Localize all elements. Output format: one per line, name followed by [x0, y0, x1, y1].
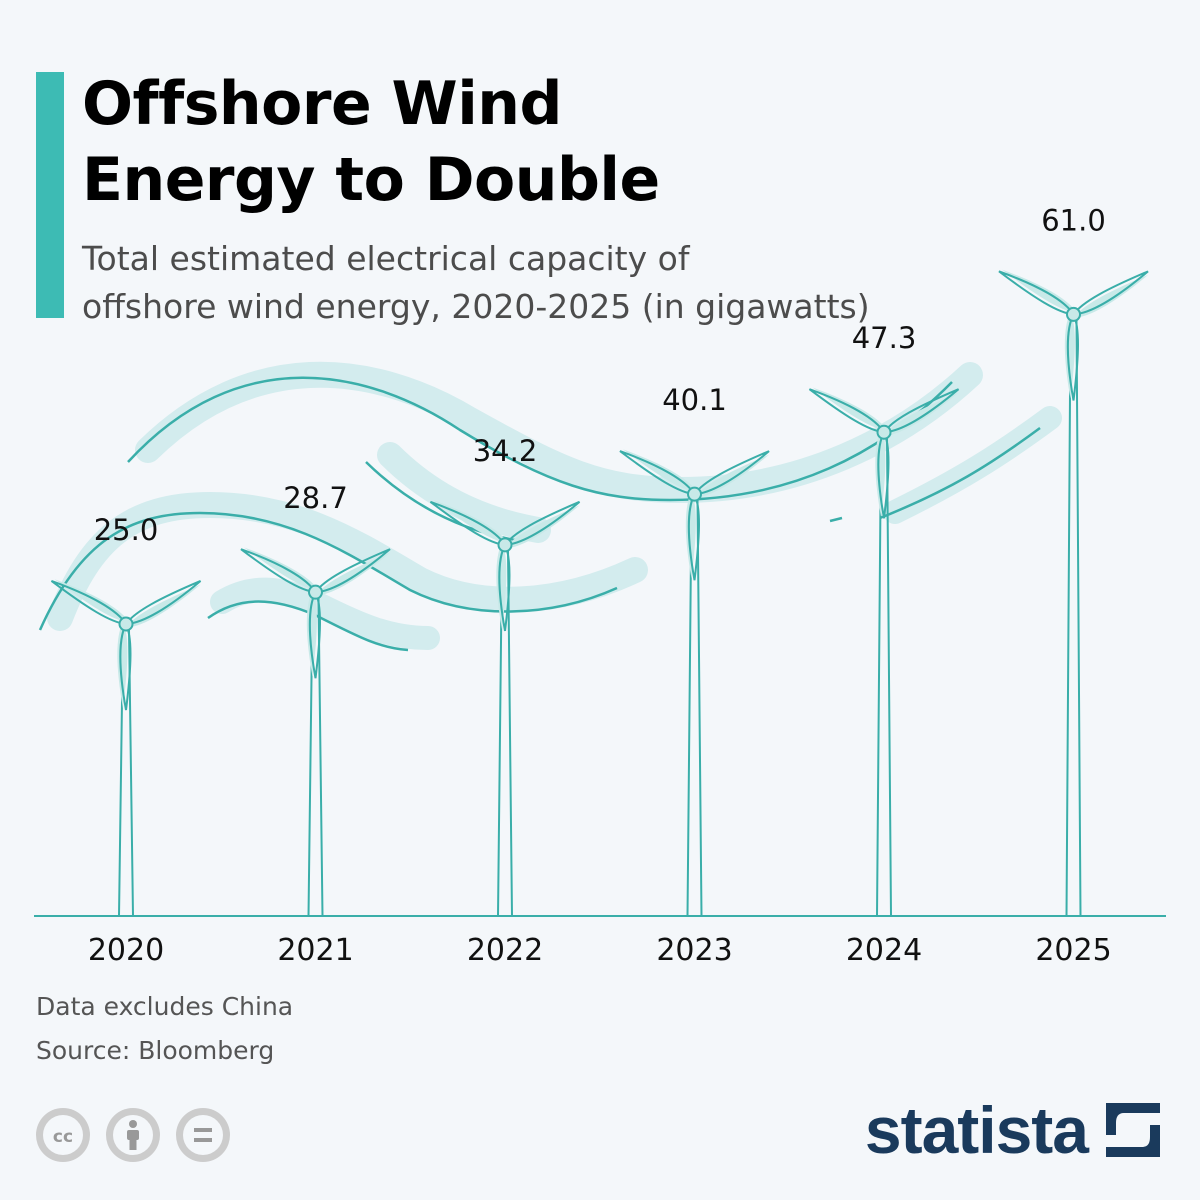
turbines [50, 269, 1149, 917]
value-labels: 25.0 28.7 34.2 40.1 47.3 61.0 [94, 203, 1106, 547]
turbine-hub [876, 424, 892, 440]
turbine-blade [50, 579, 130, 626]
value-label: 61.0 [1041, 203, 1106, 237]
turbine-blade-shadow [1064, 312, 1075, 399]
turbine-blade [306, 589, 321, 679]
turbine-chart: 25.0 28.7 34.2 40.1 47.3 61.0 2020 2021 … [34, 203, 1166, 968]
turbine-blade-outline [313, 548, 391, 594]
title-line-1: Offshore Wind [82, 69, 562, 139]
attribution-icon[interactable] [106, 1108, 160, 1162]
value-label: 28.7 [283, 481, 348, 515]
turbine-blade [313, 548, 391, 596]
value-label: 34.2 [473, 434, 538, 468]
turbine-blade [1071, 270, 1149, 319]
brand-name: statista [864, 1093, 1089, 1167]
turbine-blade-shadow [685, 492, 696, 579]
value-label: 47.3 [852, 321, 917, 355]
wind-swirl-1-halo [135, 361, 983, 504]
x-tick-label: 2022 [467, 933, 543, 968]
turbine-blade [503, 500, 581, 549]
turbine-blade [692, 450, 770, 498]
value-label: 40.1 [662, 383, 727, 417]
turbine-blade [1064, 312, 1079, 401]
turbine-blade-outline [240, 548, 318, 594]
wind-turbine [50, 579, 202, 917]
turbine-hub [1066, 306, 1081, 322]
turbine-blade [875, 429, 890, 519]
turbine-blade-outline [998, 270, 1076, 316]
turbine-blade-shadow [875, 430, 886, 517]
turbine-blade-outline [877, 429, 890, 519]
turbine-blade-shadow [125, 584, 201, 628]
turbine-blade [882, 388, 960, 436]
wind-swirl-2-halo [377, 442, 551, 543]
svg-text:cc: cc [53, 1127, 73, 1147]
turbine-blade [808, 387, 888, 434]
statista-logo[interactable]: statista [865, 1094, 1164, 1166]
x-axis-labels: 2020 2021 2022 2023 2024 2025 [88, 933, 1112, 968]
data-exclusion-note: Data excludes China [36, 992, 294, 1021]
turbine-blade [998, 269, 1077, 316]
turbine-blade-outline [687, 491, 700, 581]
turbine-blade-outline [498, 542, 511, 632]
wind-swirl-6 [829, 516, 843, 523]
turbine-hub [687, 486, 702, 502]
turbine-blade-outline [808, 388, 886, 434]
wind-turbine [240, 547, 391, 917]
turbine-blade-outline [503, 500, 581, 546]
turbine-blade [124, 580, 202, 628]
turbine-blade-shadow [1073, 274, 1148, 319]
turbine-hub [308, 584, 323, 600]
turbine-blade [240, 547, 319, 594]
turbine-blade [496, 542, 511, 632]
statista-mark-icon [1106, 1103, 1160, 1157]
turbine-blade-shadow [496, 542, 507, 630]
turbine-hub [118, 616, 134, 632]
wind-swirl-1 [127, 376, 953, 502]
turbine-blade [429, 500, 509, 547]
turbine-blade-outline [882, 388, 960, 434]
turbine-tower [1065, 319, 1082, 917]
turbine-blade-outline [692, 450, 770, 496]
turbine-blade-shadow [117, 622, 128, 709]
x-tick-label: 2024 [846, 933, 922, 968]
wind-swirl-3 [38, 511, 618, 631]
chart-subtitle: Total estimated electrical capacity of o… [82, 235, 982, 331]
title-line-2: Energy to Double [82, 145, 660, 215]
turbine-blade-outline [119, 621, 132, 711]
wind-turbine [808, 387, 960, 917]
x-tick-label: 2023 [656, 933, 732, 968]
turbine-blade-outline [124, 580, 202, 626]
wind-swirl-4-halo [210, 577, 440, 650]
x-tick-label: 2021 [277, 933, 353, 968]
turbine-blade [685, 491, 700, 581]
turbine-blade-outline [1066, 312, 1079, 401]
chart-title: Offshore Wind Energy to Double [82, 66, 982, 218]
no-derivatives-icon[interactable] [176, 1108, 230, 1162]
turbine-blade [619, 449, 698, 496]
turbine-blade-outline [429, 500, 507, 547]
subtitle-line-2: offshore wind energy, 2020-2025 (in giga… [82, 287, 870, 326]
source-note: Source: Bloomberg [36, 1036, 275, 1065]
turbine-blade [117, 621, 132, 711]
x-tick-label: 2025 [1035, 933, 1111, 968]
turbine-blade-shadow [306, 590, 317, 677]
turbine-blade-outline [50, 580, 128, 626]
wind-swirl-5 [879, 426, 1041, 520]
accent-bar [36, 72, 64, 318]
x-tick-label: 2020 [88, 933, 164, 968]
wind-turbine [998, 269, 1149, 917]
wind-swirl-5-halo [883, 406, 1062, 524]
cc-icon[interactable]: cc [36, 1108, 90, 1162]
turbine-blade-outline [619, 450, 697, 496]
turbine-blade-outline [1071, 270, 1149, 316]
turbine-hub [497, 537, 513, 553]
wind-swirls [38, 361, 1062, 652]
value-label: 25.0 [94, 513, 159, 547]
turbine-blade-outline [308, 589, 321, 679]
subtitle-line-1: Total estimated electrical capacity of [82, 239, 690, 278]
wind-turbine [429, 500, 581, 917]
wind-turbine [619, 449, 770, 917]
license-icons: cc [36, 1108, 230, 1162]
